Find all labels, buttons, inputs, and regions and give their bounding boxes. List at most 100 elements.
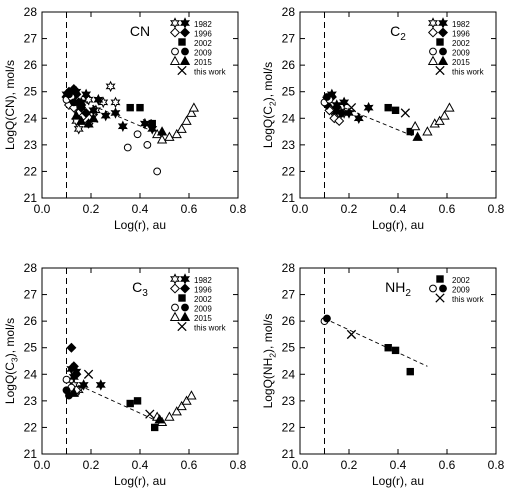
data-point — [110, 107, 121, 119]
data-point — [181, 115, 192, 125]
series-circle-filled — [65, 90, 78, 107]
legend-marker — [429, 284, 437, 293]
x-tick-label: 0.2 — [83, 202, 100, 216]
data-point — [353, 112, 364, 125]
data-point — [105, 80, 116, 93]
x-tick-label: 0.0 — [34, 202, 51, 216]
legend-label: this work — [194, 324, 227, 333]
series-square-filled — [126, 103, 156, 128]
x-tick-label: 0.6 — [439, 202, 456, 216]
data-point — [422, 126, 433, 136]
series-square-filled — [126, 397, 159, 432]
x-axis-label: Log(r), au — [114, 218, 166, 232]
series-circle-filled — [323, 93, 331, 101]
data-point — [171, 406, 182, 416]
data-point — [346, 102, 357, 113]
legend-marker — [169, 311, 181, 321]
y-tick-label: 23 — [24, 394, 38, 408]
legend-marker — [177, 65, 187, 76]
data-point — [153, 167, 162, 176]
y-tick-label: 28 — [282, 261, 296, 275]
data-point — [186, 107, 197, 117]
data-point — [133, 130, 142, 139]
data-point — [66, 342, 77, 353]
data-point — [323, 93, 331, 101]
legend-marker — [178, 38, 186, 46]
data-point — [117, 120, 128, 133]
series-square-filled — [384, 103, 414, 136]
y-axis-label: LogQ(C2), mol/s — [261, 62, 278, 148]
data-point — [339, 96, 350, 109]
y-tick-label: 26 — [24, 58, 38, 72]
series-triangle-open — [410, 102, 455, 136]
data-point — [83, 118, 94, 128]
data-point — [323, 314, 331, 323]
data-point — [78, 379, 89, 391]
y-tick-label: 25 — [24, 85, 38, 99]
legend-label: 1996 — [194, 286, 212, 295]
y-tick-label: 23 — [282, 394, 296, 408]
data-point — [76, 102, 87, 113]
data-point — [110, 96, 121, 109]
data-point — [73, 123, 84, 135]
data-point — [346, 329, 357, 340]
data-point — [181, 395, 192, 405]
data-point — [406, 127, 414, 136]
data-point — [331, 104, 342, 115]
x-tick-label: 0.0 — [292, 458, 309, 472]
legend-label: 1982 — [194, 276, 212, 285]
data-point — [176, 400, 187, 411]
data-point — [71, 369, 82, 380]
data-point — [100, 109, 111, 122]
y-tick-label: 24 — [282, 111, 296, 125]
chart-panel-2: 0.0 0.2 0.4 0.6 0.8 21 22 23 24 25 26 27 28 Log(r), a… — [261, 5, 505, 232]
data-point — [154, 414, 165, 424]
legend-marker — [179, 27, 191, 38]
legend-marker — [428, 17, 438, 29]
data-point — [412, 131, 423, 141]
data-point — [88, 113, 99, 123]
x-tick-label: 0.4 — [390, 458, 407, 472]
data-point — [65, 90, 73, 99]
data-point — [68, 361, 79, 372]
y-tick-label: 27 — [24, 288, 38, 302]
x-tick-label: 0.4 — [132, 458, 149, 472]
data-point — [83, 369, 94, 379]
data-point — [62, 375, 71, 384]
legend-label: 2002 — [452, 39, 470, 48]
series-x — [346, 102, 411, 118]
x-axis-label: Log(r), au — [372, 218, 424, 232]
y-axis-label: LogQ(CN), mol/s — [3, 60, 17, 150]
y-tick-label: 24 — [24, 367, 38, 381]
y-tick-label: 24 — [24, 111, 38, 125]
legend-marker — [436, 38, 444, 46]
data-point — [123, 143, 132, 152]
y-tick-label: 26 — [282, 58, 296, 72]
series-square-filled — [384, 344, 414, 376]
legend-label: 2009 — [452, 286, 470, 295]
legend-marker — [170, 273, 180, 285]
legend-marker — [171, 303, 179, 312]
x-tick-label: 0.2 — [341, 202, 358, 216]
data-point — [156, 134, 168, 144]
legend-marker — [169, 283, 181, 294]
legend-marker — [429, 47, 437, 56]
y-axis-label: LogQ(NH2), mol/s — [261, 314, 278, 409]
legend-label: this work — [194, 68, 227, 77]
legend-marker — [181, 47, 189, 56]
x-axis-label: Log(r), au — [114, 474, 166, 488]
series-circle-filled — [323, 314, 331, 323]
legend-label: 1996 — [452, 30, 470, 39]
x-tick-label: 0.8 — [230, 458, 247, 472]
x-axis-label: Log(r), au — [372, 474, 424, 488]
data-point — [126, 399, 134, 408]
data-point — [344, 107, 354, 119]
data-point — [164, 411, 175, 421]
legend-marker — [435, 65, 445, 76]
data-point — [439, 110, 450, 120]
panel-title: C2 — [390, 23, 406, 43]
series-triangle-open — [152, 390, 197, 427]
